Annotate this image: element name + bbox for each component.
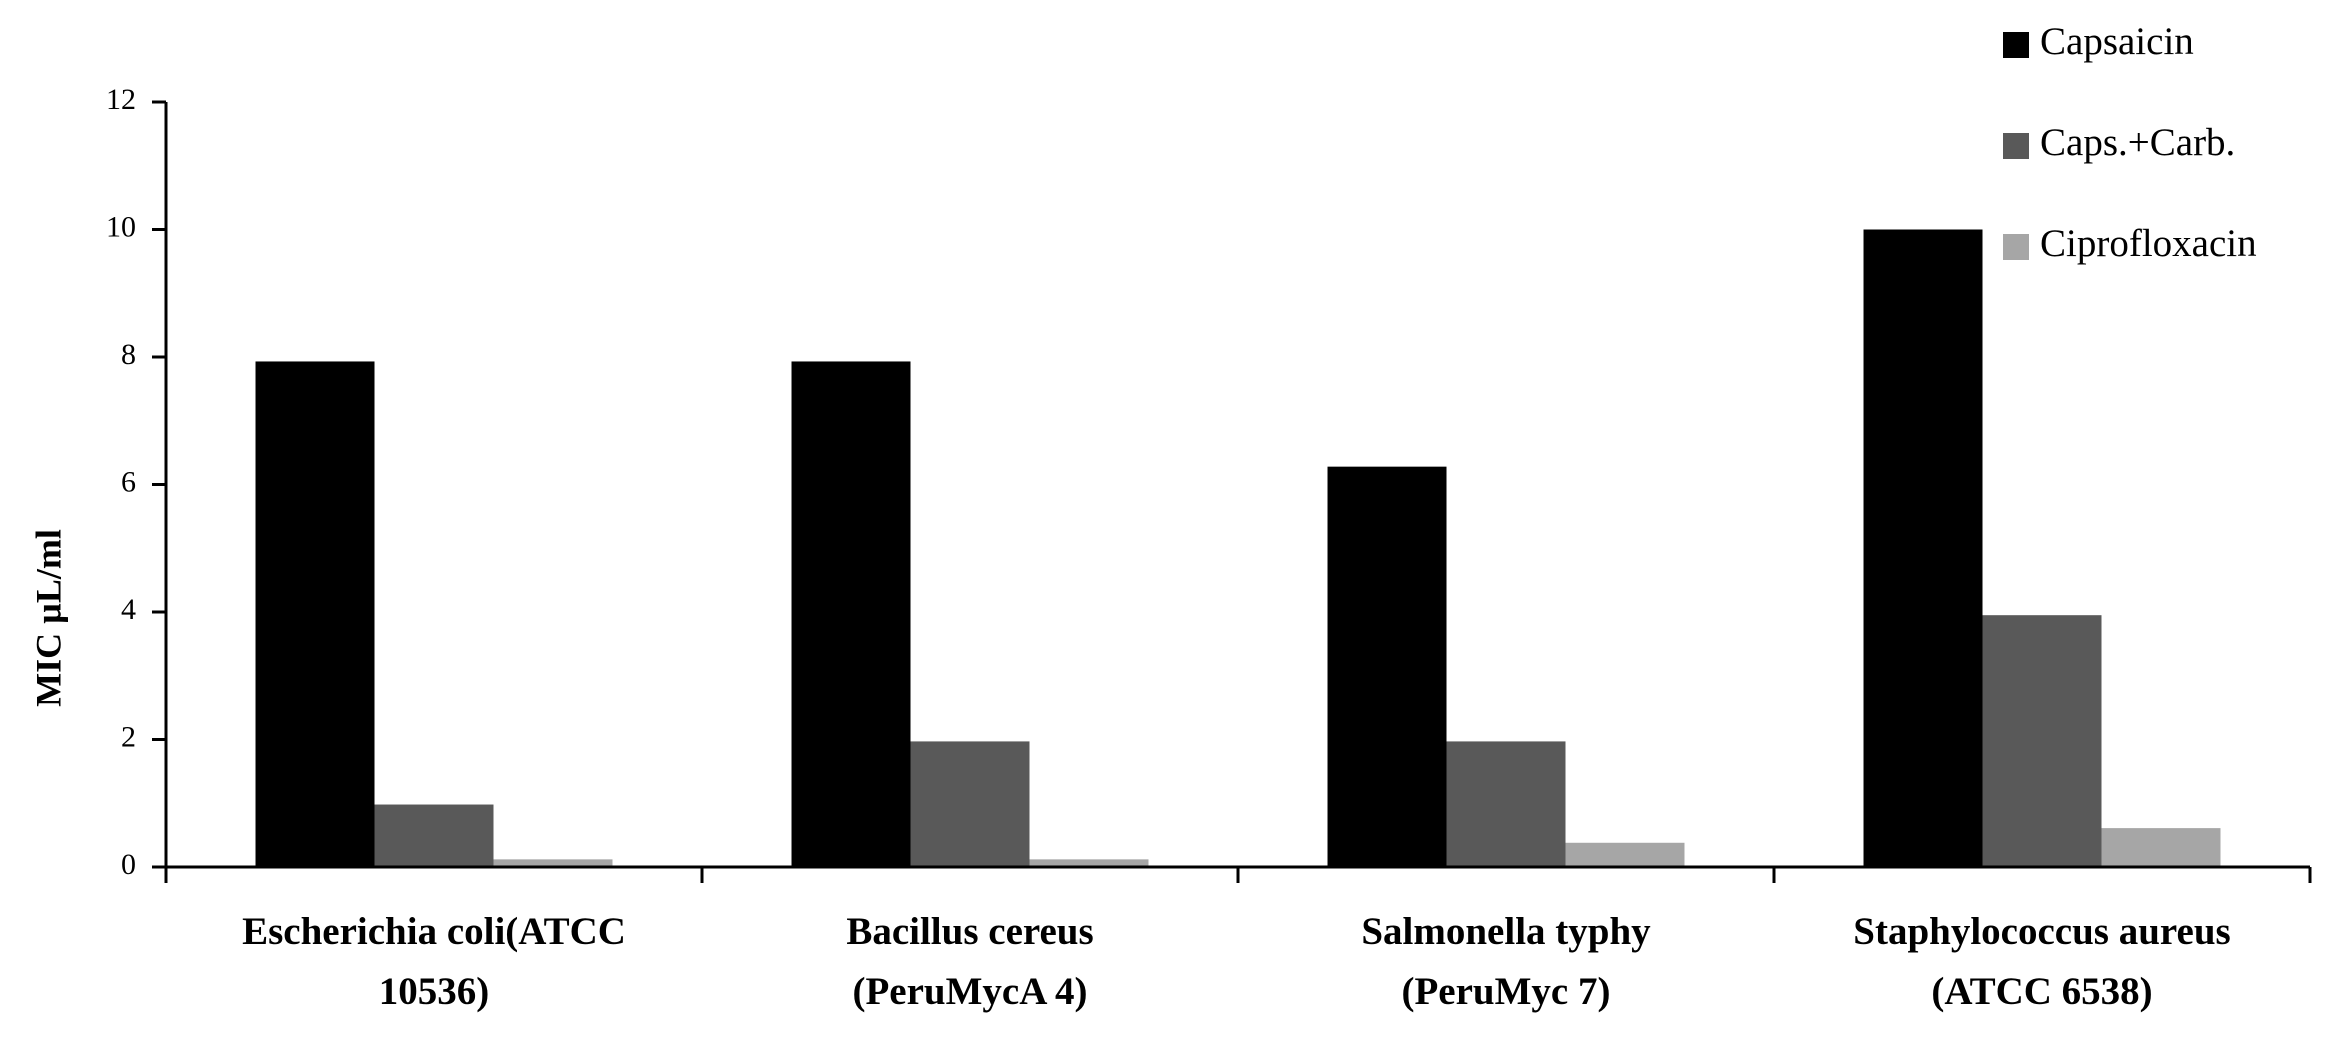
legend-swatch <box>2003 234 2029 260</box>
bar <box>255 361 375 867</box>
y-tick-label: 10 <box>106 210 136 243</box>
legend-label: Caps.+Carb. <box>2040 121 2235 164</box>
bar <box>493 859 613 867</box>
bar <box>1565 842 1685 867</box>
bar <box>910 741 1030 867</box>
bar <box>1029 859 1149 867</box>
x-tick-label: 10536) <box>379 970 490 1013</box>
y-tick-label: 8 <box>121 338 136 371</box>
bar <box>2101 828 2221 867</box>
x-tick-label: (PeruMyc 7) <box>1402 970 1611 1013</box>
bar <box>374 804 494 867</box>
x-tick-label: Staphylococcus aureus <box>1853 910 2230 953</box>
legend-label: Capsaicin <box>2040 20 2194 63</box>
x-tick-label: (ATCC 6538) <box>1931 970 2152 1013</box>
bar <box>1863 229 1983 867</box>
y-tick-label: 4 <box>121 593 136 626</box>
x-tick-label: Bacillus cereus <box>846 910 1093 953</box>
bar <box>1327 466 1447 867</box>
y-tick-label: 6 <box>121 465 136 498</box>
y-tick-label: 12 <box>106 83 136 116</box>
x-tick-label: Escherichia coli(ATCC <box>242 910 626 953</box>
y-tick-label: 0 <box>121 848 136 881</box>
legend-label: Ciprofloxacin <box>2040 222 2257 265</box>
legend-swatch <box>2003 32 2029 58</box>
legend-swatch <box>2003 133 2029 159</box>
bar <box>1446 741 1566 867</box>
bar <box>791 361 911 867</box>
x-tick-label: Salmonella typhy <box>1361 910 1651 953</box>
y-tick-label: 2 <box>121 720 136 753</box>
x-tick-label: (PeruMycA 4) <box>853 970 1088 1013</box>
y-axis-label: MIC µL/ml <box>28 529 68 707</box>
bar <box>1982 615 2102 867</box>
